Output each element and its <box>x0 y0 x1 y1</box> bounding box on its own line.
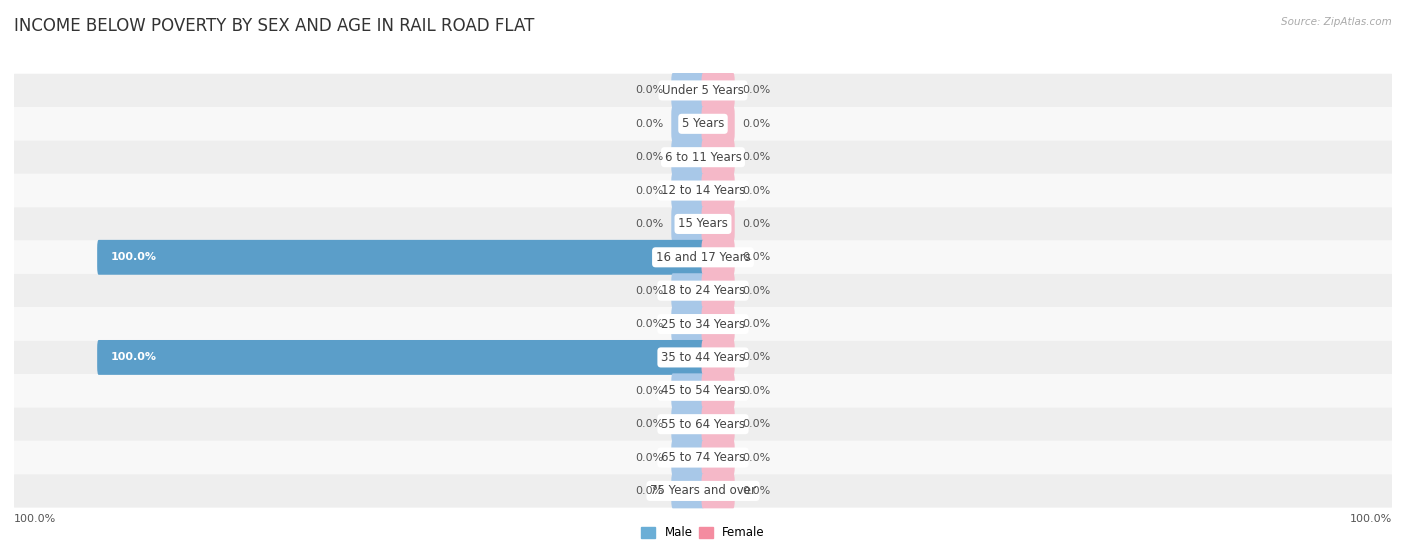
Text: 6 to 11 Years: 6 to 11 Years <box>665 151 741 164</box>
FancyBboxPatch shape <box>671 73 704 108</box>
FancyBboxPatch shape <box>671 373 704 408</box>
Text: 0.0%: 0.0% <box>636 319 664 329</box>
Text: 0.0%: 0.0% <box>636 419 664 429</box>
Text: 0.0%: 0.0% <box>636 119 664 129</box>
Text: 0.0%: 0.0% <box>742 86 770 96</box>
Text: 0.0%: 0.0% <box>742 152 770 162</box>
Text: 0.0%: 0.0% <box>742 453 770 462</box>
FancyBboxPatch shape <box>14 474 1392 508</box>
Text: 15 Years: 15 Years <box>678 217 728 230</box>
Text: 0.0%: 0.0% <box>742 186 770 196</box>
Text: 65 to 74 Years: 65 to 74 Years <box>661 451 745 464</box>
Text: 100.0%: 100.0% <box>1350 514 1392 524</box>
Text: 0.0%: 0.0% <box>742 419 770 429</box>
FancyBboxPatch shape <box>14 174 1392 207</box>
Text: Under 5 Years: Under 5 Years <box>662 84 744 97</box>
Text: Source: ZipAtlas.com: Source: ZipAtlas.com <box>1281 17 1392 27</box>
Text: 0.0%: 0.0% <box>636 152 664 162</box>
Text: 45 to 54 Years: 45 to 54 Years <box>661 384 745 397</box>
Text: 55 to 64 Years: 55 to 64 Years <box>661 418 745 430</box>
Text: 100.0%: 100.0% <box>111 352 156 362</box>
FancyBboxPatch shape <box>702 206 735 241</box>
FancyBboxPatch shape <box>702 473 735 508</box>
Text: INCOME BELOW POVERTY BY SEX AND AGE IN RAIL ROAD FLAT: INCOME BELOW POVERTY BY SEX AND AGE IN R… <box>14 17 534 35</box>
Text: 0.0%: 0.0% <box>742 352 770 362</box>
Text: 35 to 44 Years: 35 to 44 Years <box>661 351 745 364</box>
FancyBboxPatch shape <box>702 106 735 141</box>
FancyBboxPatch shape <box>97 340 704 375</box>
Text: 0.0%: 0.0% <box>742 219 770 229</box>
FancyBboxPatch shape <box>671 173 704 208</box>
FancyBboxPatch shape <box>671 140 704 174</box>
FancyBboxPatch shape <box>14 408 1392 441</box>
FancyBboxPatch shape <box>702 173 735 208</box>
Text: 0.0%: 0.0% <box>636 219 664 229</box>
Text: 16 and 17 Years: 16 and 17 Years <box>655 251 751 264</box>
Text: 25 to 34 Years: 25 to 34 Years <box>661 318 745 330</box>
FancyBboxPatch shape <box>702 373 735 408</box>
FancyBboxPatch shape <box>671 206 704 241</box>
Text: 0.0%: 0.0% <box>636 453 664 462</box>
Text: 0.0%: 0.0% <box>636 186 664 196</box>
Legend: Male, Female: Male, Female <box>637 522 769 544</box>
Text: 18 to 24 Years: 18 to 24 Years <box>661 284 745 297</box>
Text: 0.0%: 0.0% <box>742 252 770 262</box>
FancyBboxPatch shape <box>14 74 1392 107</box>
Text: 0.0%: 0.0% <box>742 119 770 129</box>
FancyBboxPatch shape <box>97 240 704 274</box>
FancyBboxPatch shape <box>14 441 1392 474</box>
FancyBboxPatch shape <box>702 240 735 274</box>
Text: 0.0%: 0.0% <box>742 319 770 329</box>
Text: 0.0%: 0.0% <box>742 486 770 496</box>
FancyBboxPatch shape <box>702 440 735 475</box>
Text: 0.0%: 0.0% <box>636 386 664 396</box>
FancyBboxPatch shape <box>702 273 735 308</box>
FancyBboxPatch shape <box>14 341 1392 374</box>
FancyBboxPatch shape <box>671 106 704 141</box>
Text: 0.0%: 0.0% <box>742 386 770 396</box>
Text: 0.0%: 0.0% <box>636 86 664 96</box>
Text: 100.0%: 100.0% <box>111 252 156 262</box>
FancyBboxPatch shape <box>14 307 1392 341</box>
Text: 0.0%: 0.0% <box>636 486 664 496</box>
FancyBboxPatch shape <box>671 440 704 475</box>
FancyBboxPatch shape <box>702 140 735 174</box>
FancyBboxPatch shape <box>671 307 704 342</box>
FancyBboxPatch shape <box>671 473 704 508</box>
FancyBboxPatch shape <box>702 73 735 108</box>
Text: 75 Years and over: 75 Years and over <box>650 485 756 498</box>
FancyBboxPatch shape <box>702 340 735 375</box>
FancyBboxPatch shape <box>14 240 1392 274</box>
Text: 100.0%: 100.0% <box>14 514 56 524</box>
FancyBboxPatch shape <box>671 407 704 442</box>
FancyBboxPatch shape <box>14 207 1392 240</box>
FancyBboxPatch shape <box>14 274 1392 307</box>
FancyBboxPatch shape <box>671 273 704 308</box>
FancyBboxPatch shape <box>14 107 1392 140</box>
FancyBboxPatch shape <box>14 374 1392 408</box>
Text: 5 Years: 5 Years <box>682 117 724 130</box>
Text: 0.0%: 0.0% <box>636 286 664 296</box>
FancyBboxPatch shape <box>702 407 735 442</box>
FancyBboxPatch shape <box>14 140 1392 174</box>
FancyBboxPatch shape <box>702 307 735 342</box>
Text: 12 to 14 Years: 12 to 14 Years <box>661 184 745 197</box>
Text: 0.0%: 0.0% <box>742 286 770 296</box>
